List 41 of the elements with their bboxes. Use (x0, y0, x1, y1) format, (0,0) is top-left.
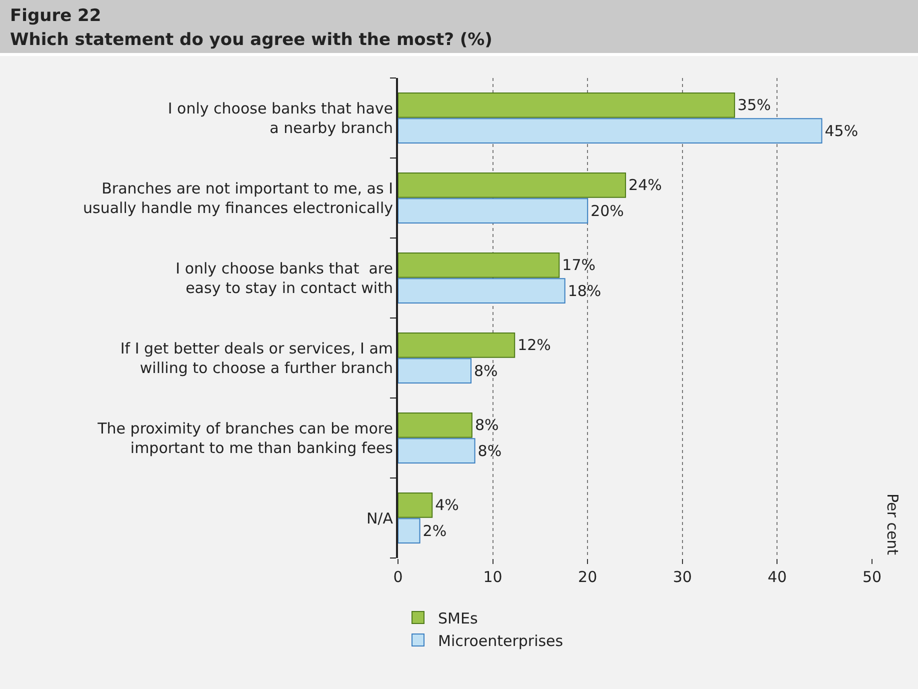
y-tick-label: I only choose banks that have a nearby branch (168, 100, 393, 137)
x-tick-label: 50 (862, 568, 882, 586)
bar (398, 92, 736, 118)
bar (398, 172, 626, 198)
legend-label: Microenterprises (438, 632, 564, 650)
data-label: 8% (474, 416, 499, 434)
data-label: 17% (562, 256, 596, 274)
data-label: 18% (568, 282, 602, 300)
data-label: 2% (422, 522, 447, 540)
data-label: 45% (824, 122, 858, 140)
text: Figure 22 (10, 5, 102, 28)
data-label: 35% (738, 96, 771, 114)
data-label: 24% (628, 176, 662, 194)
y-tick-label: I only choose banks that are easy to stay in contact with (176, 260, 393, 297)
bar (398, 438, 476, 464)
bar (398, 492, 433, 518)
y-tick-label: If I get better deals or services, I am willing to choose a further branch (120, 340, 393, 377)
bar (398, 198, 588, 224)
data-label: 12% (518, 336, 551, 354)
bar (398, 252, 560, 278)
bar (398, 358, 472, 384)
x-tick-label: 20 (578, 568, 598, 586)
bar (398, 118, 822, 144)
legend-label: SMEs (438, 609, 478, 628)
data-label: 8% (474, 362, 498, 380)
x-tick-label: 0 (393, 568, 403, 586)
x-tick-label: 40 (768, 568, 787, 586)
text: Which statement do you agree with the most? (%) (10, 29, 494, 52)
x-tick-label: 10 (483, 568, 502, 586)
text: Per cent (883, 494, 902, 556)
bar (398, 518, 420, 544)
y-tick-label: The proximity of branches can be more important to me than banking fees (96, 420, 394, 457)
bar (398, 278, 566, 304)
data-label: 4% (435, 496, 459, 514)
y-tick-label: N/A (366, 509, 394, 528)
data-label: 8% (478, 442, 502, 460)
bar (398, 412, 472, 438)
bar (398, 332, 516, 358)
x-tick-label: 30 (672, 568, 692, 586)
y-tick-label: Branches are not important to me, as I usually handle my finances electronically (83, 180, 394, 217)
data-label: 20% (590, 202, 624, 220)
